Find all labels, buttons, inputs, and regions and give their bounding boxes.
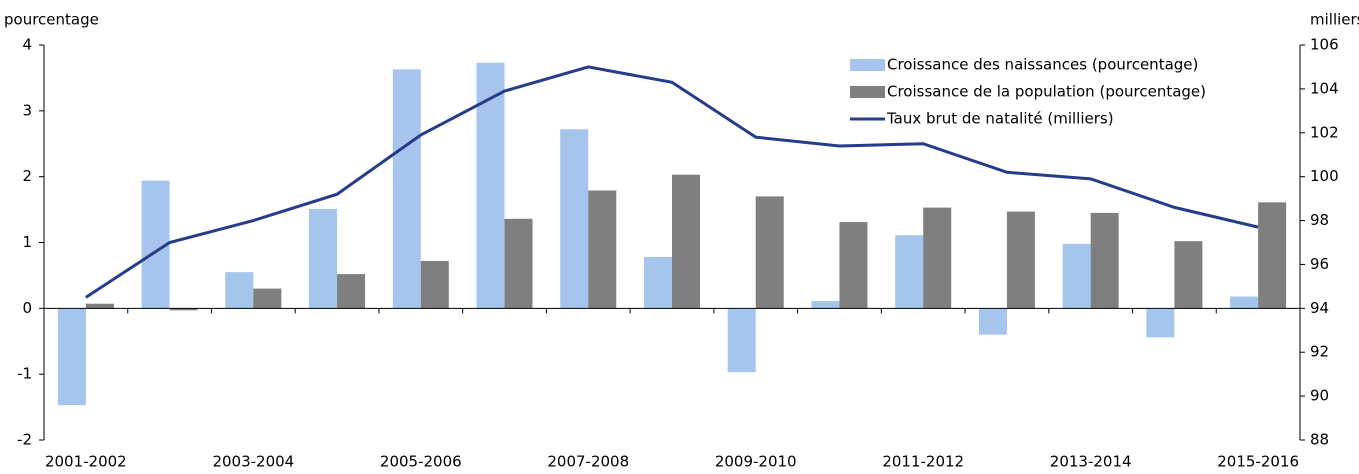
y2-tick-label: 106 xyxy=(1310,36,1339,54)
bar xyxy=(337,274,366,309)
x-tick-label: 2003-2004 xyxy=(212,453,294,471)
bar xyxy=(672,174,700,309)
y2-tick-label: 92 xyxy=(1310,343,1329,361)
y2-tick-label: 102 xyxy=(1310,123,1339,141)
y-axis-label: pourcentage xyxy=(4,11,99,29)
y2-tick-label: 100 xyxy=(1310,167,1339,185)
bar xyxy=(1062,243,1091,309)
y2-tick-label: 98 xyxy=(1310,211,1329,229)
bar xyxy=(978,308,1007,335)
y-tick-label: -1 xyxy=(17,365,32,383)
bar xyxy=(560,129,589,309)
y2-tick-label: 90 xyxy=(1310,387,1329,405)
y-tick-label: -2 xyxy=(17,431,32,449)
y-tick-label: 0 xyxy=(22,299,32,317)
bar xyxy=(811,301,840,309)
y2-tick-label: 94 xyxy=(1310,299,1329,317)
bar xyxy=(57,308,86,406)
bar xyxy=(1174,241,1203,309)
line xyxy=(85,65,1259,299)
legend-swatch xyxy=(850,59,885,71)
bar xyxy=(1090,212,1119,309)
legend-label: Croissance des naissances (pourcentage) xyxy=(887,56,1198,74)
bar xyxy=(1258,202,1287,309)
bar xyxy=(727,308,756,373)
bar xyxy=(644,256,672,309)
bar xyxy=(1006,211,1035,309)
y2-axis-label: milliers xyxy=(1310,11,1359,29)
y-tick-label: 1 xyxy=(22,233,32,251)
y2-tick-label: 96 xyxy=(1310,255,1329,273)
x-tick-label: 2007-2008 xyxy=(547,453,629,471)
bar xyxy=(225,272,254,309)
x-tick-label: 2005-2006 xyxy=(380,453,462,471)
bar xyxy=(588,190,617,309)
bar xyxy=(85,303,114,309)
legend-label: Croissance de la population (pourcentage… xyxy=(887,83,1206,101)
x-tick-label: 2015-2016 xyxy=(1217,453,1299,471)
bar xyxy=(420,260,449,309)
bar xyxy=(504,218,533,309)
y-tick-label: 4 xyxy=(22,36,32,54)
y-tick-label: 3 xyxy=(22,101,32,119)
bar xyxy=(1146,308,1175,338)
x-tick-label: 2013-2014 xyxy=(1050,453,1132,471)
x-tick-label: 2001-2002 xyxy=(45,453,127,471)
bar xyxy=(169,308,198,311)
y2-tick-label: 104 xyxy=(1310,79,1339,97)
bar xyxy=(392,69,421,309)
legend-swatch xyxy=(850,86,885,98)
bar xyxy=(755,196,784,309)
bar xyxy=(309,208,338,309)
y2-tick-label: 88 xyxy=(1310,431,1329,449)
bar xyxy=(1230,296,1259,309)
x-tick-label: 2009-2010 xyxy=(715,453,797,471)
bar xyxy=(839,222,868,309)
legend-label: Taux brut de natalité (milliers) xyxy=(886,110,1114,128)
bar xyxy=(923,207,952,309)
y-tick-label: 2 xyxy=(22,167,32,185)
bar xyxy=(895,235,924,309)
x-tick-label: 2011-2012 xyxy=(882,453,964,471)
bar xyxy=(253,288,282,309)
